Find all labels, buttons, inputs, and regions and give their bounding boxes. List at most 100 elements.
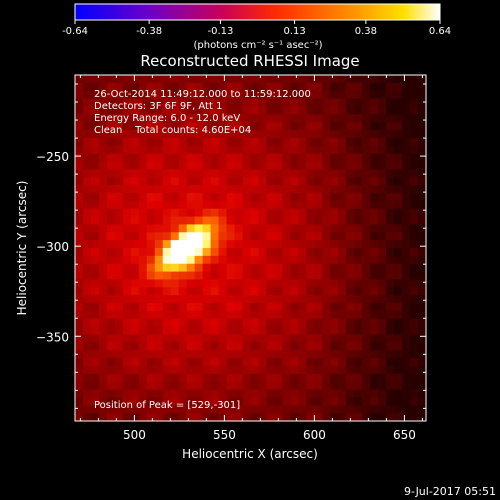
heatmap-cell [362, 373, 371, 383]
heatmap-cell [106, 208, 116, 218]
heatmap-cell [378, 248, 387, 257]
heatmap-cell [162, 413, 172, 421]
x-tick-label: 600 [303, 428, 326, 442]
heatmap-cell [298, 232, 307, 241]
heatmap-cell [130, 248, 140, 257]
heatmap-cell [154, 192, 164, 202]
heatmap-cell [130, 295, 140, 304]
heatmap-cell [75, 90, 84, 100]
heatmap-cell [82, 200, 92, 210]
heatmap-cell [130, 365, 140, 375]
heatmap-cell [410, 389, 419, 399]
heatmap-cell [298, 389, 307, 399]
heatmap-cell [186, 389, 196, 399]
heatmap-cell [378, 413, 387, 421]
heatmap-cell [338, 177, 347, 186]
heatmap-cell [258, 342, 268, 351]
heatmap-cell [258, 381, 268, 391]
heatmap-cell [130, 342, 140, 351]
heatmap-cell [210, 295, 220, 304]
heatmap-cell [282, 279, 291, 288]
heatmap-cell [138, 169, 148, 178]
heatmap-cell [322, 342, 331, 351]
heatmap-cell [130, 240, 140, 249]
heatmap-cell [242, 389, 252, 399]
heatmap-cell [274, 130, 284, 139]
heatmap-cell [106, 137, 116, 147]
heatmap-cell [330, 169, 339, 178]
heatmap-cell [98, 263, 108, 273]
heatmap-cell [210, 232, 220, 241]
heatmap-cell [90, 389, 100, 399]
heatmap-cell [354, 161, 363, 170]
heatmap-cell [194, 373, 204, 383]
heatmap-cell [274, 326, 284, 336]
heatmap-cell [362, 358, 371, 367]
heatmap-cell [178, 381, 188, 391]
heatmap-cell [146, 334, 156, 343]
heatmap-cell [146, 381, 156, 391]
heatmap-cell [234, 263, 244, 273]
heatmap-cell [242, 169, 252, 178]
heatmap-cell [226, 185, 236, 194]
heatmap-cell [226, 326, 236, 336]
heatmap-cell [138, 358, 148, 367]
heatmap-cell [266, 248, 276, 257]
heatmap-cell [178, 130, 188, 139]
heatmap-cell [114, 75, 124, 84]
heatmap-cell [114, 303, 124, 312]
heatmap-cell [386, 177, 395, 186]
heatmap-cell [178, 122, 188, 131]
heatmap-cell [234, 248, 244, 257]
heatmap-cell [314, 169, 323, 178]
heatmap-cell [306, 240, 315, 249]
heatmap-cell [250, 177, 260, 186]
heatmap-cell [130, 334, 140, 343]
heatmap-cell [354, 263, 363, 273]
heatmap-cell [90, 287, 100, 296]
heatmap-cell [330, 365, 339, 375]
heatmap-cell [410, 208, 419, 218]
heatmap-cell [186, 413, 196, 421]
heatmap-cell [354, 169, 363, 178]
heatmap-cell [122, 232, 132, 241]
heatmap-cell [402, 318, 411, 328]
heatmap-cell [354, 232, 363, 241]
heatmap-cell [130, 208, 140, 218]
heatmap-cell [170, 263, 180, 273]
heatmap-cell [386, 389, 395, 399]
axes: 500 550 600 650−250−300−350 [36, 75, 426, 442]
heatmap-cell [114, 342, 124, 351]
heatmap-cell [386, 318, 395, 328]
heatmap-cell [186, 185, 196, 194]
heatmap-cell [290, 287, 299, 296]
heatmap-cell [210, 318, 220, 328]
heatmap-cell [314, 106, 323, 115]
heatmap-cell [170, 310, 180, 320]
heatmap-cell [186, 248, 196, 257]
heatmap-cell [114, 169, 124, 178]
colorbar-tick-label: -0.64 [62, 26, 88, 37]
heatmap-cell [282, 295, 291, 304]
heatmap-cell [194, 326, 204, 336]
heatmap-cell [122, 114, 132, 123]
heatmap-cell [346, 397, 355, 406]
heatmap-cell [362, 82, 371, 92]
heatmap-cell [314, 75, 323, 84]
heatmap-cell [75, 122, 84, 131]
heatmap-cell [154, 216, 164, 226]
heatmap-cell [402, 303, 411, 312]
heatmap-cell [258, 397, 268, 406]
heatmap-cell [250, 106, 260, 115]
heatmap-cell [322, 334, 331, 343]
heatmap-cell [258, 310, 268, 320]
heatmap-cell [362, 389, 371, 399]
heatmap-cell [210, 405, 220, 414]
heatmap-cell [338, 413, 347, 421]
heatmap-cell [298, 248, 307, 257]
heatmap-cell [346, 350, 355, 359]
heatmap-cell [378, 263, 387, 273]
heatmap-cell [274, 263, 284, 273]
heatmap-cell [402, 248, 411, 257]
heatmap-cell [210, 413, 220, 421]
